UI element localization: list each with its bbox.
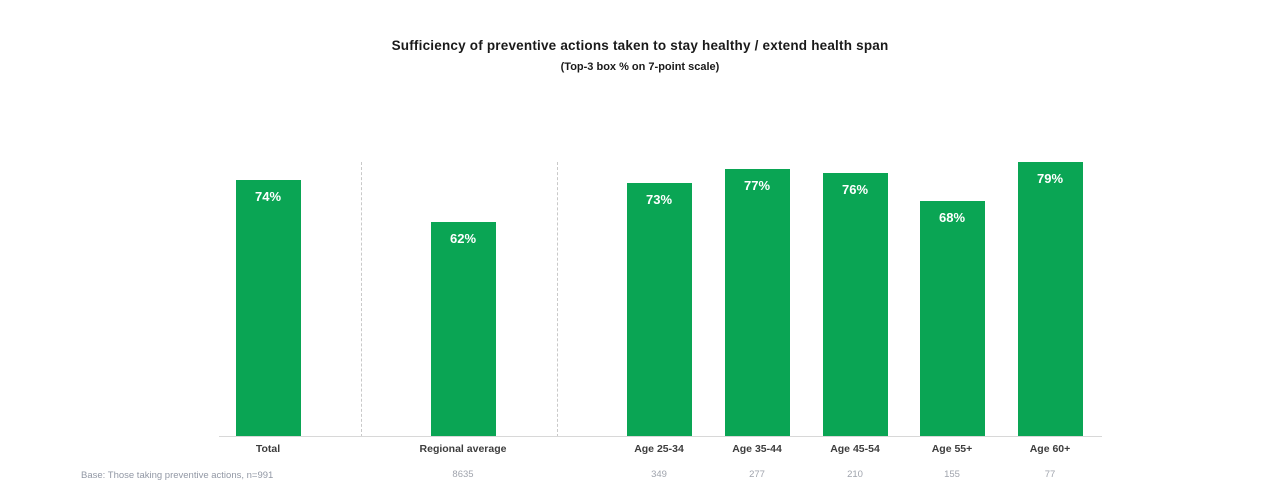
sample-size-label: 155 bbox=[944, 469, 960, 480]
bar-value-label: 79% bbox=[1036, 171, 1064, 186]
bar: 77% bbox=[724, 169, 790, 437]
bar: 79% bbox=[1017, 162, 1083, 437]
category-label: Age 45-54 bbox=[830, 443, 880, 455]
category-label: Age 60+ bbox=[1029, 443, 1071, 455]
chart-title: Sufficiency of preventive actions taken … bbox=[391, 38, 889, 53]
category-label: Total bbox=[255, 443, 281, 455]
bar: 74% bbox=[235, 180, 301, 437]
sample-size-label: 77 bbox=[1044, 469, 1056, 480]
bar: 73% bbox=[626, 183, 692, 437]
section-separator bbox=[361, 162, 362, 437]
bar-value-label: 77% bbox=[743, 178, 771, 193]
sample-size-label: 349 bbox=[651, 469, 667, 480]
bar-value-label: 62% bbox=[449, 231, 477, 246]
base-note: Base: Those taking preventive actions, n… bbox=[81, 470, 274, 481]
category-label: Age 55+ bbox=[931, 443, 973, 455]
bar: 76% bbox=[822, 173, 888, 437]
section-separator bbox=[557, 162, 558, 437]
sample-size-label: 277 bbox=[749, 469, 765, 480]
x-axis-line bbox=[219, 436, 1102, 437]
category-label: Age 35-44 bbox=[732, 443, 782, 455]
bar: 68% bbox=[919, 201, 985, 437]
category-label: Regional average bbox=[419, 443, 507, 455]
bar: 62% bbox=[430, 222, 496, 437]
category-label: Age 25-34 bbox=[634, 443, 684, 455]
sample-size-label: 210 bbox=[847, 469, 863, 480]
bar-value-label: 68% bbox=[938, 210, 966, 225]
sample-size-label: 8635 bbox=[452, 469, 474, 480]
bar-value-label: 73% bbox=[645, 192, 673, 207]
chart-subtitle: (Top-3 box % on 7-point scale) bbox=[560, 61, 720, 73]
bar-value-label: 76% bbox=[841, 182, 869, 197]
bar-value-label: 74% bbox=[254, 189, 282, 204]
